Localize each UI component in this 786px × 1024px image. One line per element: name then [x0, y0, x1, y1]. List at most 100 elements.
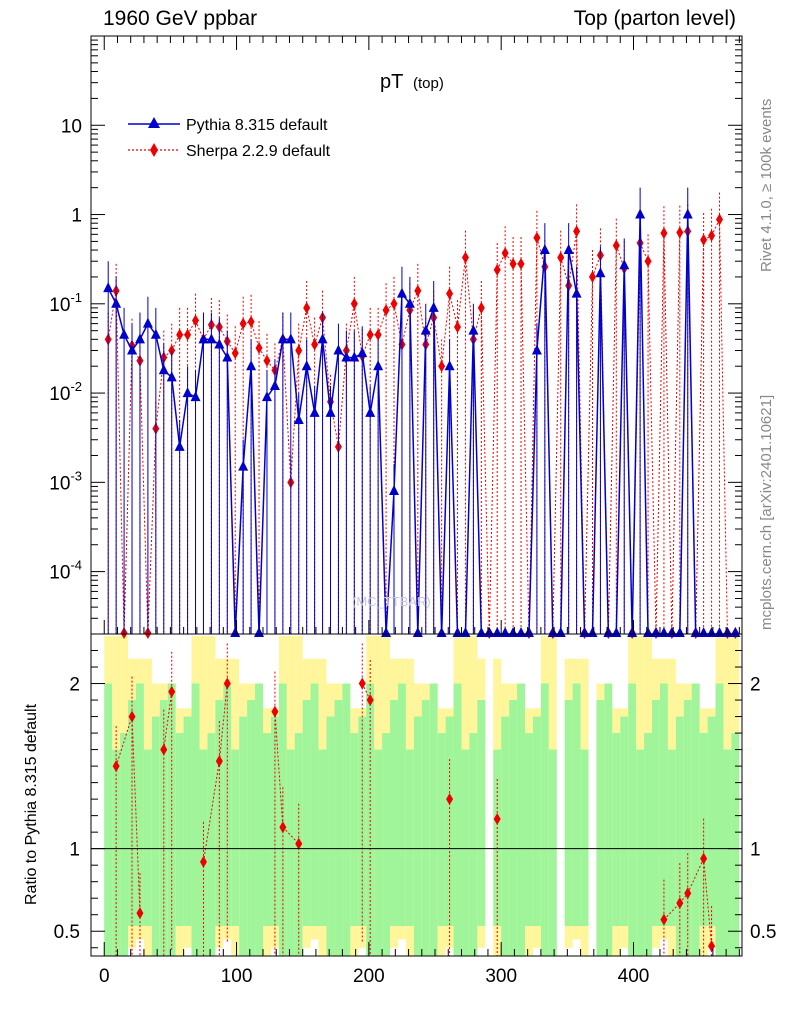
header-right: Top (parton level) — [573, 7, 736, 30]
main-ytick-label: 10 — [61, 116, 82, 137]
ratio-band-inner — [620, 716, 629, 926]
header-left: 1960 GeV ppbar — [103, 7, 258, 30]
pythia-segment — [575, 293, 586, 635]
legend-sherpa-label: Sherpa 2.2.9 default — [186, 143, 331, 160]
ratio-ylabel: Ratio to Pythia 8.315 default — [23, 703, 40, 905]
sherpa-segment — [211, 324, 220, 328]
ratio-band-inner — [675, 716, 684, 956]
ratio-band-inner — [255, 683, 264, 956]
ratio-sherpa-point — [366, 694, 374, 707]
ratio-band-inner — [612, 733, 621, 926]
pythia-segment — [559, 250, 570, 635]
ratio-sherpa-series — [112, 643, 716, 956]
pythia-segment — [170, 377, 181, 447]
pythia-segment — [290, 339, 300, 421]
sherpa-segment — [457, 257, 466, 328]
sherpa-segment — [322, 317, 331, 402]
ratio-band-inner — [652, 700, 660, 926]
sherpa-segment — [464, 257, 474, 340]
ratio-sherpa-segment — [361, 683, 371, 701]
pythia-point — [357, 347, 368, 358]
sherpa-segment — [234, 323, 244, 354]
pythia-point — [285, 333, 296, 344]
pythia-point-underflow — [547, 627, 558, 637]
ratio-band-inner — [207, 733, 216, 956]
sherpa-segment — [314, 317, 324, 345]
ratio-band-inner — [326, 716, 335, 956]
ratio-band-inner — [143, 749, 152, 926]
sherpa-segment — [243, 321, 252, 325]
pythia-point-underflow — [666, 627, 677, 637]
pythia-segment — [417, 330, 427, 635]
sherpa-segment — [377, 309, 387, 335]
ratio-band-inner — [525, 733, 533, 926]
sherpa-segment — [520, 263, 530, 635]
pythia-segment — [440, 366, 451, 635]
ratio-band-inner — [548, 749, 557, 956]
sherpa-segment — [417, 290, 427, 345]
sherpa-segment — [695, 239, 705, 635]
sherpa-segment — [711, 219, 720, 236]
pythia-point — [635, 208, 646, 219]
ratio-band-inner — [239, 716, 248, 956]
ratio-band-inner — [532, 716, 541, 926]
ratio-band-inner — [659, 683, 668, 926]
ratio-band-inner — [699, 733, 708, 926]
sherpa-segment — [647, 261, 657, 635]
sherpa-segment — [306, 307, 316, 345]
ratio-sherpa-segment — [274, 711, 284, 828]
pythia-point — [396, 287, 407, 298]
sherpa-segment — [441, 293, 451, 367]
ratio-band-inner — [636, 749, 645, 956]
pythia-segment — [631, 214, 641, 635]
ratio-band-inner — [628, 683, 637, 956]
pythia-segment — [393, 293, 403, 492]
pythia-segment — [448, 366, 459, 635]
ratio-band-inner — [493, 749, 502, 926]
ratio-band-inner — [191, 683, 200, 956]
ratio-band-inner — [429, 683, 438, 956]
pythia-segment — [274, 339, 284, 387]
ratio-band-inner — [120, 733, 129, 956]
sherpa-segment — [703, 235, 712, 241]
sherpa-segment — [123, 345, 133, 635]
ratio-band-inner — [691, 683, 700, 956]
sherpa-segment — [425, 317, 435, 345]
pythia-point — [539, 244, 550, 255]
ratio-band-inner — [596, 700, 605, 956]
pythia-series — [103, 187, 741, 637]
sherpa-segment — [496, 252, 506, 271]
ratio-band-inner — [135, 683, 144, 926]
ratio-band-inner — [247, 700, 256, 956]
pythia-segment — [313, 339, 324, 413]
pythia-segment — [544, 250, 554, 635]
pythia-point — [111, 297, 122, 308]
pythia-segment — [258, 397, 268, 635]
pythia-segment — [369, 366, 379, 413]
sherpa-segment — [679, 230, 688, 233]
pythia-point-underflow — [643, 627, 654, 637]
ratio-plot-frame — [90, 633, 743, 957]
ratio-sherpa-segment — [115, 716, 133, 767]
pythia-segment — [385, 490, 395, 635]
sherpa-segment — [552, 257, 562, 635]
pythia-segment — [623, 265, 633, 635]
ratio-band-inner — [183, 716, 192, 926]
sherpa-segment — [274, 339, 284, 371]
ratio-band-inner — [469, 733, 478, 956]
ratio-band-inner — [667, 749, 676, 926]
ratio-band-inner — [477, 700, 486, 926]
ratio-band-inner — [461, 749, 470, 956]
ratio-band-inner — [112, 749, 121, 956]
pythia-point-underflow — [722, 627, 733, 637]
sherpa-segment — [147, 428, 157, 635]
ratio-band-inner — [342, 683, 351, 956]
ratio-band-inner — [572, 683, 581, 926]
sherpa-segment — [568, 231, 578, 286]
ratio-band-inner — [437, 733, 446, 926]
pythia-point — [246, 360, 257, 371]
ratio-ytick-label: 2 — [69, 675, 80, 696]
plot-title: pT — [380, 71, 403, 93]
sherpa-segment — [353, 303, 363, 357]
pythia-segment — [329, 350, 340, 413]
